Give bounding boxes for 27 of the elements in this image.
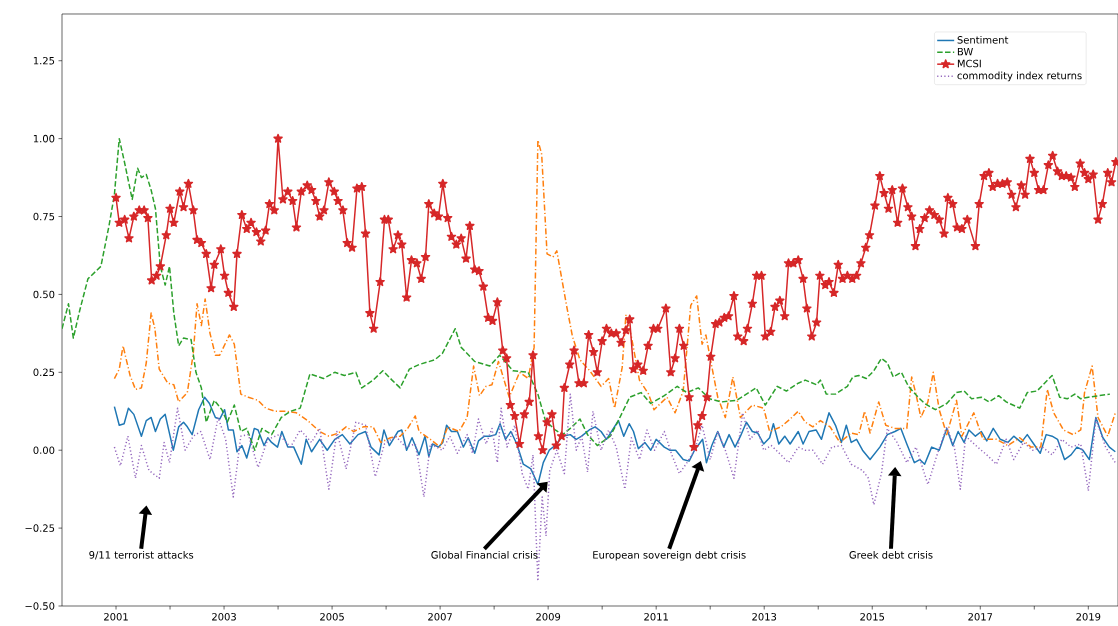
y-tick-label: 1.00 bbox=[33, 134, 55, 143]
annotation: Greek debt crisis bbox=[849, 550, 933, 559]
x-tick-label: 2005 bbox=[320, 613, 344, 621]
y-tick-label: 0.25 bbox=[33, 368, 55, 377]
annotation: Global Financial crisis bbox=[431, 550, 538, 559]
x-tick-label: 2007 bbox=[428, 613, 452, 621]
x-tick-label: 2015 bbox=[860, 613, 885, 621]
y-tick-label: 0.75 bbox=[33, 212, 55, 221]
y-tick-label: 1.25 bbox=[33, 56, 55, 65]
legend-label: MCSI bbox=[957, 59, 981, 68]
annotation: European sovereign debt crisis bbox=[593, 550, 746, 561]
x-tick-label: 2019 bbox=[1076, 613, 1101, 621]
y-tick-label: 0.50 bbox=[33, 290, 55, 299]
annotation: 9/11 terrorist attacks bbox=[89, 550, 194, 560]
legend-label: BW bbox=[957, 47, 973, 56]
x-tick-label: 2009 bbox=[536, 613, 561, 621]
x-tick-label: 2013 bbox=[752, 613, 777, 621]
x-tick-label: 2017 bbox=[968, 613, 993, 621]
y-tick-label: −0.50 bbox=[25, 602, 55, 610]
x-tick-label: 2001 bbox=[104, 613, 128, 621]
x-tick-label: 2003 bbox=[212, 613, 236, 621]
y-tick-label: −0.25 bbox=[25, 524, 55, 532]
y-tick-label: 0.00 bbox=[33, 446, 55, 454]
line-series bbox=[113, 393, 1117, 582]
x-tick-label: 2011 bbox=[644, 613, 668, 621]
legend-label: commodity index returns bbox=[957, 71, 1082, 82]
legend-label: Sentiment bbox=[957, 35, 1009, 44]
